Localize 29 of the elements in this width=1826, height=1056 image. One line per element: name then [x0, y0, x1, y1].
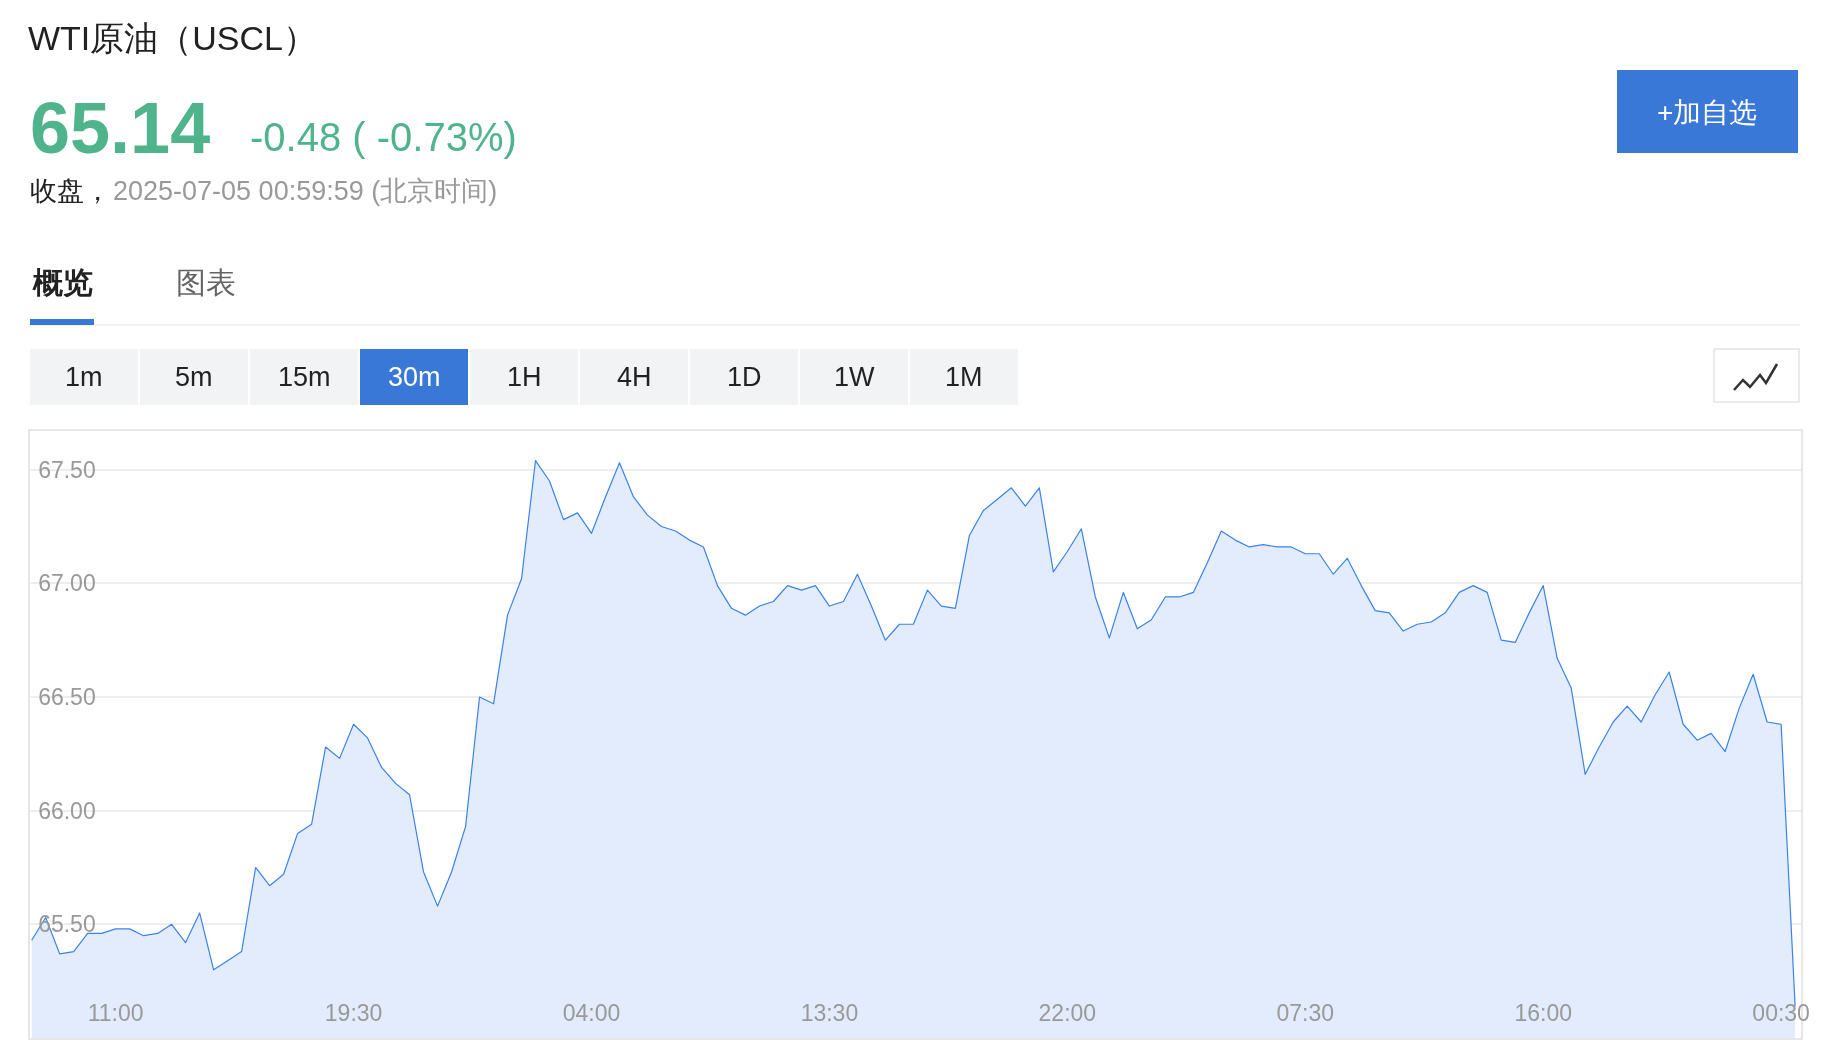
text: 1m [65, 362, 103, 392]
text: -0.48 ( -0.73%) [250, 115, 517, 159]
x-tick-label: 00:30 [1752, 1000, 1810, 1027]
text: 图表 [176, 266, 236, 299]
text: 30m [388, 362, 441, 392]
text: 1H [507, 362, 542, 392]
text: 15m [278, 362, 331, 392]
x-tick-label: 13:30 [800, 1000, 859, 1027]
x-tick-label: 07:30 [1276, 1000, 1335, 1027]
text: 65.14 [30, 88, 211, 168]
text: 5m [175, 362, 213, 392]
x-tick-label: 16:00 [1514, 1000, 1572, 1027]
text: 收盘， [30, 176, 111, 206]
y-tick-label: 67.00 [38, 570, 96, 597]
chart-title: WTI原油（USCL） [28, 18, 317, 57]
y-tick-label: 66.00 [38, 797, 96, 824]
text: 1D [727, 362, 762, 392]
text: 概览 [32, 266, 93, 299]
text: 1M [945, 362, 983, 392]
text: 1W [834, 362, 876, 392]
x-tick-label: 19:30 [324, 1000, 383, 1027]
text: +加自选 [1657, 97, 1758, 128]
text: 2025-07-05 00:59:59 (北京时间) [113, 176, 498, 206]
text: 4H [617, 362, 652, 392]
x-tick-label: 04:00 [562, 1000, 621, 1027]
x-tick-label: 22:00 [1038, 1000, 1097, 1027]
y-tick-label: 67.50 [38, 456, 96, 483]
x-tick-label: 11:00 [87, 1000, 144, 1027]
y-tick-label: 66.50 [38, 684, 96, 711]
